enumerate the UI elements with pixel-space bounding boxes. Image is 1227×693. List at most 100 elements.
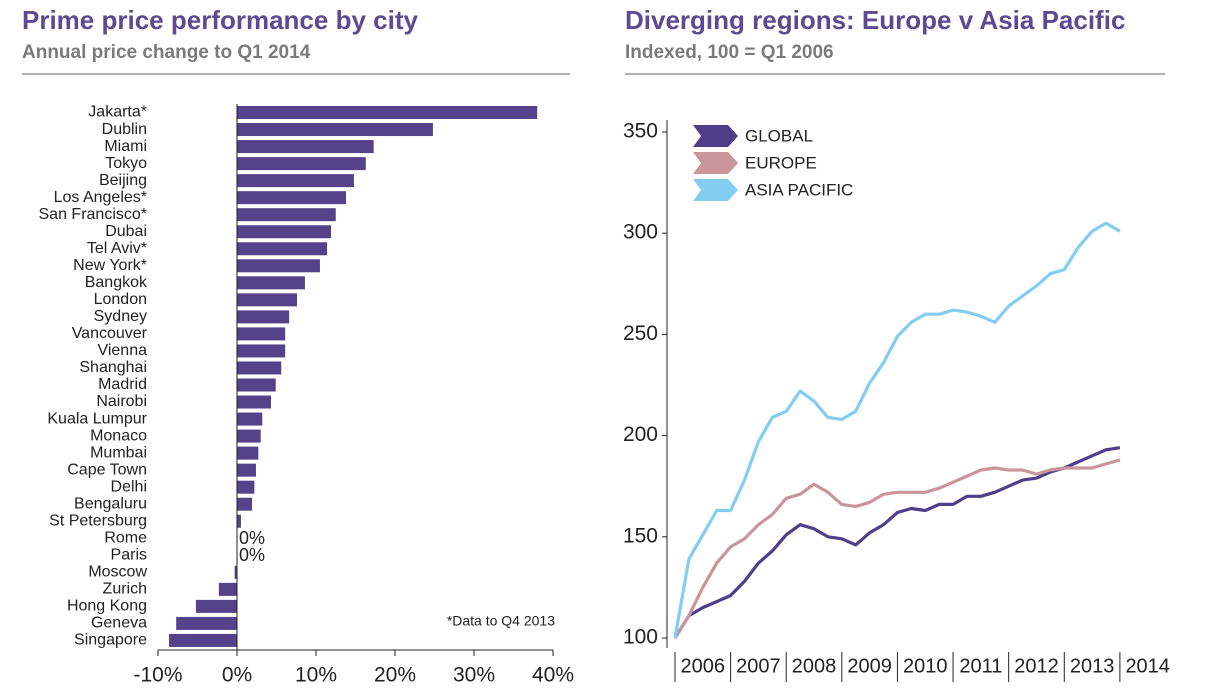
y-tick-label: Miami [104, 138, 147, 155]
y-tick-label: Rome [104, 529, 147, 546]
x-tick-label: 20% [374, 664, 416, 687]
bar [169, 633, 237, 647]
y-tick-label: San Francisco* [39, 206, 148, 223]
chart-subtitle: Indexed, 100 = Q1 2006 [625, 42, 834, 63]
bar [237, 463, 256, 477]
y-tick-label: Tokyo [105, 155, 147, 172]
bar [237, 514, 241, 528]
value-label: 0% [239, 545, 265, 565]
series-line [673, 446, 1121, 639]
y-tick-label: Monaco [90, 427, 147, 444]
bar [218, 582, 237, 596]
y-tick-label: London [94, 291, 147, 308]
y-tick-label: Bengaluru [74, 495, 147, 512]
bar [234, 565, 237, 579]
bar [237, 327, 286, 341]
bar [195, 599, 237, 613]
y-tick-label: Madrid [98, 376, 147, 393]
x-tick-label: 2014 [1125, 655, 1170, 677]
y-tick-label: Shanghai [79, 359, 147, 376]
y-tick-label: Sydney [94, 308, 147, 325]
bar [237, 242, 328, 256]
y-tick-label: Mumbai [90, 444, 147, 461]
y-tick-label: 300 [623, 221, 658, 244]
chart-subtitle: Annual price change to Q1 2014 [22, 42, 311, 63]
y-tick-label: New York* [73, 257, 147, 274]
y-tick-label: Beijing [99, 172, 147, 189]
y-tick-label: 250 [623, 322, 658, 345]
y-tick-label: Nairobi [96, 393, 147, 410]
y-tick-label: Bangkok [85, 274, 148, 291]
y-tick-label: Kuala Lumpur [47, 410, 147, 427]
legend-marker [693, 152, 738, 174]
bar [237, 157, 366, 171]
series-line [673, 221, 1121, 639]
legend-label: GLOBAL [745, 126, 813, 145]
legend-marker [693, 125, 738, 147]
bar [237, 395, 271, 409]
x-tick-label: 2006 [681, 655, 726, 677]
x-tick-label: 2009 [847, 655, 892, 677]
y-tick-label: Geneva [91, 615, 147, 632]
legend-marker [693, 179, 738, 201]
y-tick-label: Cape Town [67, 461, 147, 478]
bar [237, 276, 305, 290]
bar [237, 412, 263, 426]
y-tick-label: Hong Kong [67, 598, 147, 615]
chart-title: Prime price performance by city [22, 5, 418, 35]
bar [237, 310, 290, 324]
bar [237, 259, 320, 273]
x-tick-label: 40% [532, 664, 574, 687]
y-tick-label: Jakarta* [88, 104, 147, 121]
bar [237, 446, 259, 460]
y-tick-label: Singapore [74, 632, 147, 649]
bar [237, 140, 374, 154]
y-tick-label: Tel Aviv* [87, 240, 147, 257]
bar [237, 191, 347, 205]
y-tick-label: 200 [623, 423, 658, 446]
x-tick-label: 2011 [959, 655, 1002, 677]
y-tick-label: Dubai [105, 223, 147, 240]
x-tick-label: 30% [453, 664, 495, 687]
y-tick-label: Vancouver [72, 325, 148, 342]
series-line [673, 458, 1121, 639]
bar [237, 429, 261, 443]
bar [237, 378, 276, 392]
y-tick-label: 100 [623, 626, 658, 649]
bar [237, 225, 332, 239]
y-tick-label: Dublin [102, 121, 147, 138]
y-tick-label: Vienna [97, 342, 147, 359]
bar [237, 123, 433, 137]
bar [237, 174, 354, 188]
legend-label: EUROPE [745, 153, 817, 172]
y-tick-label: Zurich [103, 581, 147, 598]
bar [237, 293, 298, 307]
chart-title: Diverging regions: Europe v Asia Pacific [625, 5, 1125, 35]
x-tick-label: -10% [133, 664, 182, 687]
y-tick-label: Moscow [88, 564, 147, 581]
y-tick-label: Los Angeles* [54, 189, 147, 206]
x-tick-label: 2008 [792, 655, 837, 677]
x-tick-label: 2007 [736, 655, 781, 677]
bar [237, 480, 255, 494]
y-tick-label: 150 [623, 524, 658, 547]
x-tick-label: 10% [295, 664, 337, 687]
bar [176, 616, 237, 630]
x-tick-label: 0% [222, 664, 252, 687]
y-tick-label: Delhi [111, 478, 147, 495]
y-tick-label: Paris [111, 547, 147, 564]
x-tick-label: 2012 [1014, 655, 1059, 677]
legend-label: ASIA PACIFIC [745, 180, 853, 199]
x-tick-label: 2013 [1070, 655, 1115, 677]
y-tick-label: St Petersburg [49, 512, 147, 529]
bar [237, 361, 282, 375]
y-tick-label: 350 [623, 120, 658, 143]
value-label: 0% [239, 528, 265, 548]
bar [237, 344, 286, 358]
bar [237, 497, 253, 511]
bar [237, 106, 538, 120]
bar [237, 208, 336, 222]
annotation: *Data to Q4 2013 [447, 613, 555, 629]
